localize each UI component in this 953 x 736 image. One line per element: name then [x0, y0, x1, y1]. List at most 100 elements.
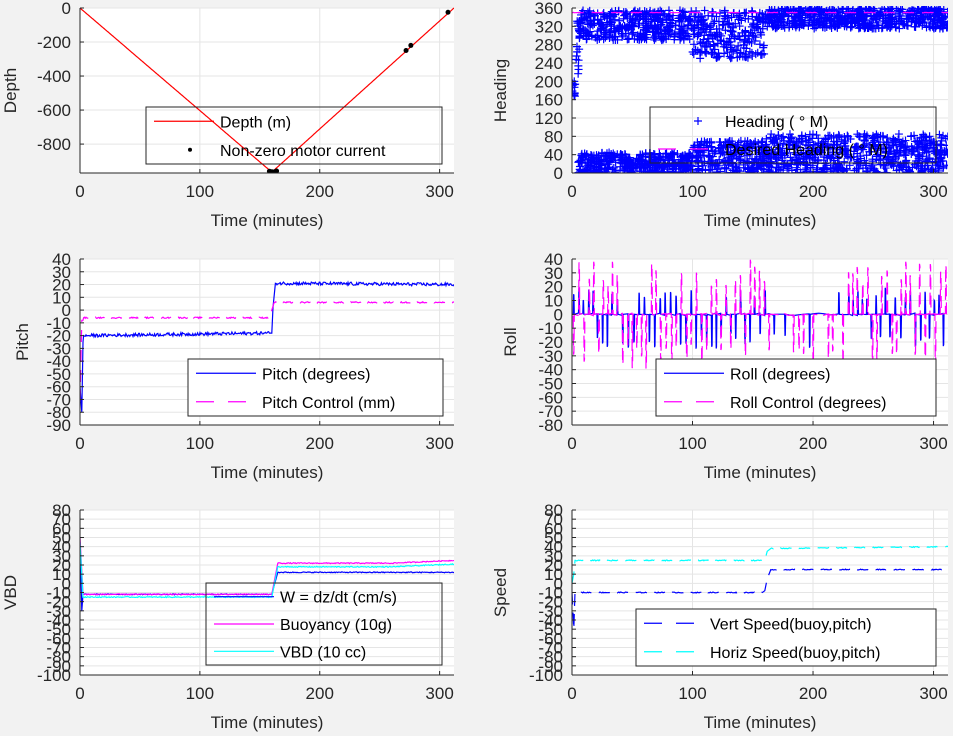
- data-point: [408, 42, 414, 48]
- data-point: [911, 157, 920, 166]
- y-tick-label: -90: [538, 657, 563, 676]
- y-tick-label: -10: [46, 584, 71, 603]
- data-point: [935, 15, 944, 24]
- data-point: [933, 161, 942, 170]
- data-point: [874, 24, 883, 33]
- data-point: [724, 38, 733, 47]
- data-point: [815, 19, 824, 28]
- data-point: [836, 145, 845, 154]
- data-point: [883, 133, 892, 142]
- y-tick-label: -30: [538, 602, 563, 621]
- data-point: [668, 167, 677, 173]
- data-point: [924, 155, 933, 164]
- data-point: [840, 157, 849, 166]
- data-point: [847, 153, 856, 162]
- data-point: [849, 147, 858, 156]
- legend-box: [145, 106, 443, 165]
- data-point: [719, 20, 728, 29]
- y-tick-label: -800: [37, 135, 71, 154]
- y-tick-label: 60: [52, 519, 71, 538]
- x-tick-label: 0: [75, 684, 84, 703]
- y-tick-label: 160: [535, 91, 563, 110]
- y-tick-label: 360: [535, 0, 563, 18]
- data-point: [859, 142, 868, 151]
- data-point: [685, 14, 694, 23]
- data-point: [921, 12, 930, 21]
- y-tick-label: 20: [52, 556, 71, 575]
- data-point: [806, 150, 815, 159]
- legend-label: Pitch (degrees): [262, 366, 371, 383]
- data-point: [607, 18, 616, 27]
- data-point: [881, 149, 890, 158]
- y-tick-label: -60: [538, 388, 563, 407]
- data-point: [919, 130, 928, 139]
- data-point: [707, 50, 716, 59]
- data-point: [611, 32, 620, 41]
- data-point: [586, 150, 595, 159]
- data-point: [736, 35, 745, 44]
- y-tick-label: -200: [37, 33, 71, 52]
- data-point: [775, 14, 784, 23]
- y-tick-label: 70: [52, 510, 71, 529]
- subplot-vbd: 0 100 200 30080706050403020100-10-20-30-40-…: [1, 501, 454, 732]
- data-point: [823, 142, 832, 151]
- series-pitch-control-mm: [80, 300, 454, 403]
- data-point: [696, 12, 705, 21]
- data-point: [919, 18, 928, 27]
- data-point: [642, 21, 651, 30]
- y-tick-label: -80: [46, 403, 71, 422]
- data-point: [623, 14, 632, 23]
- data-point: [809, 12, 818, 21]
- data-point: [834, 152, 843, 161]
- data-point: [575, 45, 584, 54]
- data-point: [729, 151, 738, 160]
- data-point: [768, 15, 777, 24]
- data-point: [579, 153, 588, 162]
- y-tick-label: -70: [46, 639, 71, 658]
- data-point: [766, 133, 775, 142]
- data-point: [926, 15, 935, 24]
- data-point: [802, 167, 811, 173]
- data-point: [665, 23, 674, 32]
- data-point: [889, 162, 898, 171]
- data-point: [812, 165, 821, 173]
- data-point: [689, 40, 698, 49]
- data-point: [720, 49, 729, 58]
- x-tick-label: 200: [306, 434, 334, 453]
- y-tick-label: 200: [535, 72, 563, 91]
- data-point: [634, 21, 643, 30]
- legend-item: Heading ( ° M): [694, 114, 828, 131]
- y-tick-label: 0: [554, 574, 563, 593]
- plot-area: [80, 280, 454, 413]
- x-tick-label: 300: [425, 434, 453, 453]
- data-point: [921, 143, 930, 152]
- data-point: [819, 167, 828, 173]
- x-axis-label: Time (minutes): [211, 463, 324, 482]
- y-tick-label: -50: [538, 375, 563, 394]
- y-tick-label: 0: [554, 305, 563, 324]
- y-tick-label: -50: [538, 620, 563, 639]
- y-tick-label: 50: [544, 529, 563, 548]
- data-point: [743, 38, 752, 47]
- y-tick-label: -40: [46, 352, 71, 371]
- data-point: [790, 12, 799, 21]
- data-point: [936, 140, 945, 149]
- data-point: [715, 52, 724, 61]
- data-point: [748, 12, 757, 21]
- series-buoyancy-10g: [80, 537, 454, 596]
- data-point: [801, 150, 810, 159]
- data-point: [699, 24, 708, 33]
- data-point: [744, 32, 753, 41]
- data-point: [870, 166, 879, 173]
- data-point: [605, 157, 614, 166]
- data-point: [857, 7, 866, 16]
- data-point: [807, 6, 816, 15]
- y-tick-label: 80: [544, 501, 563, 520]
- legend-label: Vert Speed(buoy,pitch): [710, 616, 872, 633]
- plot-area: [572, 545, 948, 630]
- y-tick-label: -20: [46, 327, 71, 346]
- series-roll-control-degrees: [572, 259, 948, 369]
- data-point: [921, 136, 930, 145]
- data-point: [917, 167, 926, 173]
- data-point: [879, 154, 888, 163]
